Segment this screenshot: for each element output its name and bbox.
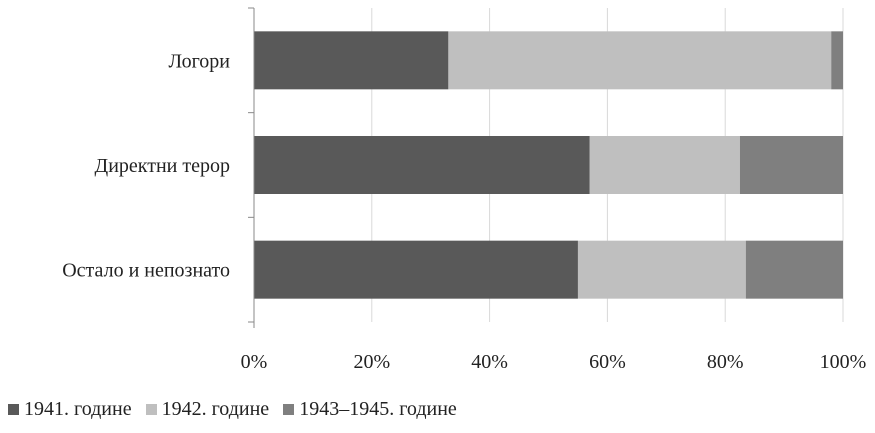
bar-1-series-2	[448, 31, 832, 90]
x-tick-label-0: 0%	[241, 351, 268, 373]
x-tick-label-1: 20%	[353, 351, 390, 373]
legend: 1941. године 1942. године 1943–1945. год…	[8, 398, 471, 421]
legend-item-1941: 1941. године	[8, 398, 132, 421]
legend-item-1942: 1942. године	[145, 398, 270, 421]
bar-2-series-1	[254, 136, 590, 194]
x-tick-label-4: 80%	[707, 351, 744, 373]
x-tick-label-3: 60%	[589, 351, 626, 373]
category-label-1: Логори	[169, 50, 231, 72]
legend-label-1942: 1942. године	[161, 398, 270, 420]
bar-3-series-3	[745, 240, 843, 299]
x-tick-label-2: 40%	[471, 351, 508, 373]
bar-1-series-1	[254, 31, 449, 90]
bar-3-series-1	[254, 240, 578, 299]
bar-3-series-2	[577, 240, 746, 299]
bar-1-series-3	[831, 31, 843, 90]
bar-2-series-3	[739, 136, 843, 194]
bar-2-series-2	[589, 136, 740, 194]
legend-swatch-1942	[145, 404, 157, 415]
legend-label-1941: 1941. године	[24, 398, 132, 420]
category-label-2: Директни терор	[95, 155, 230, 177]
x-tick-label-5: 100%	[820, 351, 867, 373]
legend-item-1943-1945: 1943–1945. године	[283, 398, 457, 421]
legend-swatch-1943-1945	[283, 404, 295, 415]
legend-swatch-1941	[8, 404, 19, 415]
category-label-3: Остало и непознато	[62, 260, 230, 282]
legend-label-1943-1945: 1943–1945. године	[299, 398, 457, 420]
